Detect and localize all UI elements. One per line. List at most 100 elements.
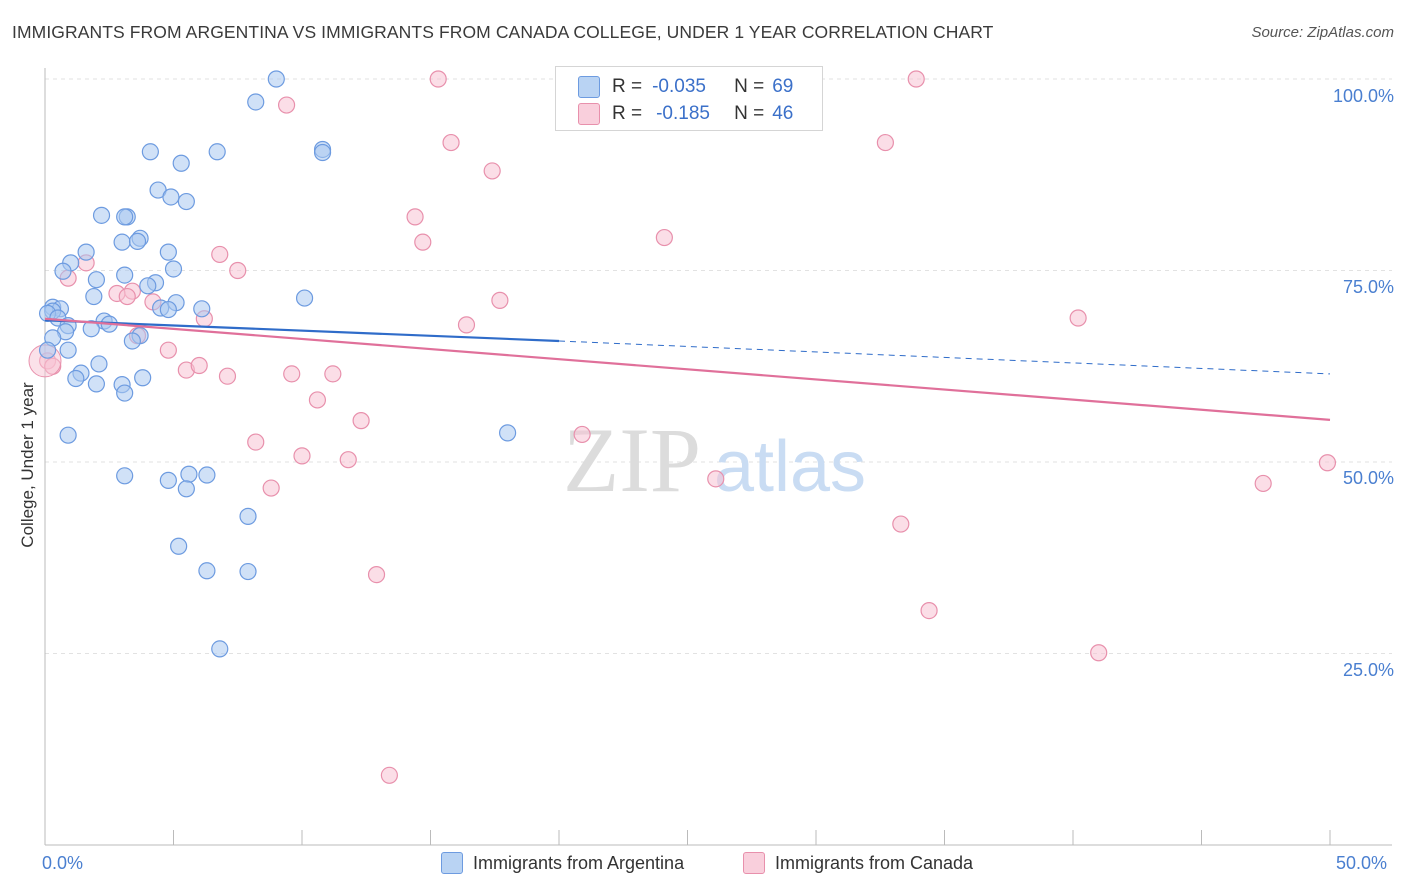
canada-point <box>324 365 342 383</box>
y-axis-label: College, Under 1 year <box>18 382 37 548</box>
argentina-point <box>90 355 108 373</box>
argentina-r-value: -0.035 <box>652 76 706 97</box>
n-label: N = <box>734 76 765 97</box>
stats-row-canada: R = -0.185 N = 46 <box>556 100 793 128</box>
argentina-point <box>139 277 157 295</box>
argentina-point <box>141 143 159 161</box>
series-argentina-points <box>38 70 517 658</box>
argentina-point <box>59 426 77 444</box>
argentina-n-value: 69 <box>772 76 794 97</box>
argentina-swatch <box>578 76 600 98</box>
watermark-atlas: atlas <box>714 427 866 507</box>
series-canada-points <box>28 70 1337 784</box>
argentina-point <box>499 424 517 442</box>
canada-point <box>159 341 177 359</box>
r-label: R = <box>612 103 643 124</box>
argentina-point <box>180 465 198 483</box>
argentina-point <box>239 507 257 525</box>
canada-point <box>380 766 398 784</box>
canada-point <box>277 96 296 114</box>
canada-point <box>190 356 208 375</box>
argentina-point <box>177 480 195 498</box>
argentina-point <box>247 93 265 111</box>
y-tick-label-25: 25.0% <box>1342 660 1394 680</box>
trend-lines <box>44 317 1331 421</box>
argentina-point <box>159 471 177 489</box>
legend-item-argentina[interactable]: Immigrants from Argentina <box>441 852 684 874</box>
canada-point <box>457 316 476 334</box>
argentina-point <box>211 640 229 658</box>
canada-point <box>229 261 247 280</box>
argentina-point <box>159 300 177 319</box>
argentina-point <box>267 70 285 88</box>
canada-point <box>429 70 447 88</box>
canada-swatch <box>578 103 600 125</box>
argentina-point <box>82 320 100 338</box>
argentina-point <box>116 266 134 284</box>
source-credit: Source: ZipAtlas.com <box>1251 24 1394 41</box>
canada-point <box>442 133 460 152</box>
argentina-point <box>159 243 177 261</box>
canada-point <box>414 233 432 251</box>
argentina-point <box>92 206 111 224</box>
x-tick-label-min: 0.0% <box>42 853 84 873</box>
stats-legend: R = -0.035 N = 69 R = -0.185 N = 46 <box>555 66 823 131</box>
argentina-point <box>164 260 183 278</box>
argentina-point <box>38 341 57 359</box>
r-label: R = <box>612 76 643 97</box>
series-legend: Immigrants from Argentina Immigrants fro… <box>0 852 1406 878</box>
canada-point <box>876 133 894 152</box>
argentina-point <box>313 143 332 162</box>
canada-point <box>339 451 357 469</box>
canada-point <box>707 470 725 488</box>
argentina-point <box>193 300 211 318</box>
argentina-legend-swatch <box>441 852 463 874</box>
argentina-point <box>77 243 95 261</box>
canada-point <box>283 365 301 383</box>
axes <box>44 68 1392 846</box>
canada-point <box>907 70 925 88</box>
canada-point <box>118 287 136 306</box>
argentina-point <box>113 233 131 251</box>
canada-point <box>1254 474 1272 493</box>
argentina-point <box>295 289 314 307</box>
canada-point <box>573 425 591 444</box>
x-tick-label-max: 50.0% <box>1336 853 1388 873</box>
argentina-point <box>87 375 106 393</box>
y-tick-label-75: 75.0% <box>1342 277 1394 297</box>
watermark: ZIP atlas <box>563 409 866 511</box>
canada-legend-swatch <box>743 852 765 874</box>
argentina-point <box>123 332 141 350</box>
legend-label-argentina: Immigrants from Argentina <box>473 852 685 873</box>
argentina-point <box>198 562 216 580</box>
argentina-point <box>116 384 134 402</box>
argentina-point <box>85 287 103 306</box>
argentina-trend-extension <box>558 340 1331 375</box>
stats-row-argentina: R = -0.035 N = 69 <box>556 73 793 101</box>
legend-item-canada[interactable]: Immigrants from Canada <box>743 852 973 874</box>
y-tick-label-100: 100.0% <box>1332 86 1394 106</box>
canada-point <box>892 515 910 533</box>
canada-trend-line <box>44 317 1331 421</box>
canada-point <box>262 479 280 497</box>
canada-point <box>247 433 265 451</box>
argentina-point <box>172 154 190 172</box>
argentina-point <box>128 232 147 250</box>
chart-title: IMMIGRANTS FROM ARGENTINA VS IMMIGRANTS … <box>12 22 994 42</box>
y-tick-label-50: 50.0% <box>1342 468 1394 488</box>
argentina-point <box>162 188 180 206</box>
canada-point <box>293 447 311 465</box>
argentina-point <box>67 369 85 388</box>
canada-point <box>1318 454 1337 472</box>
canada-point <box>406 208 424 226</box>
canada-r-value: -0.185 <box>656 103 710 124</box>
n-label: N = <box>734 103 765 124</box>
argentina-point <box>198 466 216 484</box>
argentina-point <box>116 208 134 226</box>
legend-label-canada: Immigrants from Canada <box>775 852 974 873</box>
canada-n-value: 46 <box>772 103 794 124</box>
argentina-point <box>177 192 195 211</box>
canada-point <box>920 602 938 620</box>
argentina-point <box>239 562 257 581</box>
argentina-trend-line <box>44 319 560 343</box>
